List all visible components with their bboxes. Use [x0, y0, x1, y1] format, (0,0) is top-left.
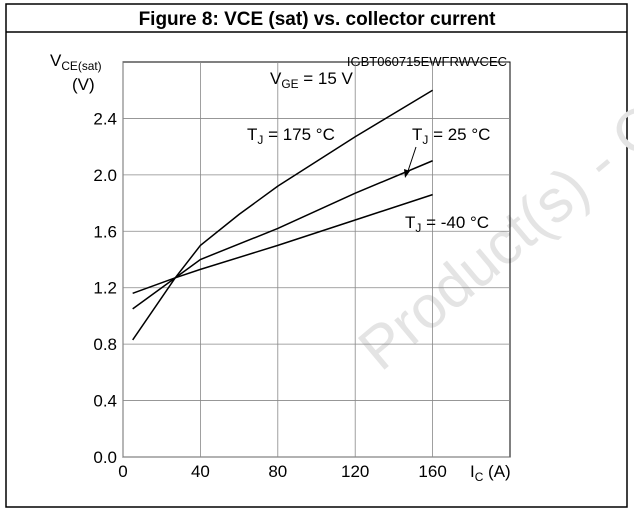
y-tick-label: 1.2: [93, 279, 117, 298]
annotation: TJ = 25 °C: [412, 125, 490, 147]
frame: [5, 3, 628, 508]
y-tick-label: 2.0: [93, 166, 117, 185]
y-axis-label-part: CE(sat): [61, 59, 101, 73]
series-line: [132, 193, 433, 295]
annotation-part: T: [405, 213, 415, 232]
y-tick-label: 0.0: [93, 448, 117, 467]
x-axis-label: IC (A): [470, 462, 511, 484]
annotation-part: J: [257, 133, 263, 147]
x-tick-label: 40: [191, 462, 210, 481]
x-tick-label: 80: [268, 462, 287, 481]
y-axis-unit: (V): [72, 75, 95, 94]
x-axis-label-part: I: [470, 462, 475, 481]
chart-title: Figure 8: VCE (sat) vs. collector curren…: [139, 9, 497, 30]
y-tick-label: 0.4: [93, 392, 117, 411]
y-tick-label: 1.6: [93, 222, 117, 241]
annotation-part: J: [422, 133, 428, 147]
y-tick-label: 0.8: [93, 335, 117, 354]
annotation-part: J: [415, 221, 421, 235]
annotation-part: = 175 °C: [263, 125, 335, 144]
y-axis-label: VCE(sat): [50, 51, 102, 73]
x-axis-label-part: (A): [483, 462, 510, 481]
annotation-part: = 15 V: [299, 69, 354, 88]
x-tick-label: 0: [118, 462, 127, 481]
annotation: TJ = 175 °C: [247, 125, 335, 147]
annotation-part: V: [270, 69, 282, 88]
annotation-part: T: [412, 125, 422, 144]
x-tick-label: 120: [341, 462, 369, 481]
annotation: TJ = -40 °C: [405, 213, 489, 235]
annotation-arrowhead: [404, 169, 410, 178]
annotation: VGE = 15 V: [270, 69, 354, 91]
y-axis-label-part: V: [50, 51, 62, 70]
annotation-part: GE: [281, 77, 298, 91]
x-axis-label-part: C: [475, 470, 484, 484]
x-tick-label: 160: [418, 462, 446, 481]
annotation-arrow: [406, 146, 417, 175]
annotation-part: T: [247, 125, 257, 144]
annotation-part: = -40 °C: [421, 213, 489, 232]
series-line: [132, 160, 433, 310]
annotation-part: = 25 °C: [428, 125, 490, 144]
y-tick-label: 2.4: [93, 109, 117, 128]
